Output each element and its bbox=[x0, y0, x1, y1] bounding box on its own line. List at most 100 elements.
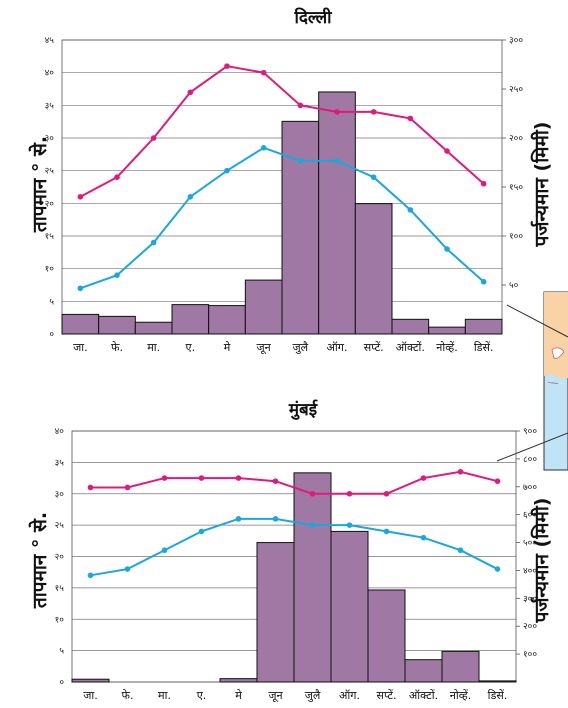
y-axis-label-right: पर्जन्यमान (मिमी) bbox=[530, 498, 553, 624]
y-tick-label-right: १०० bbox=[509, 232, 523, 242]
rainfall-bar bbox=[256, 542, 295, 683]
rainfall-bar bbox=[441, 650, 480, 683]
rainfall-bar bbox=[404, 659, 443, 683]
y-tick-label-right: ५० bbox=[509, 281, 519, 291]
delhi-chart: दिल्ली तापमान ° से. पर्जन्यमान (मिमी) ० ५… bbox=[28, 7, 553, 355]
min-temperature-point bbox=[494, 566, 501, 572]
min-temperature-point bbox=[272, 516, 279, 522]
x-category-label: सप्टें. bbox=[377, 689, 397, 702]
y-tick-label-left: १५ bbox=[45, 232, 55, 242]
min-temperature-point bbox=[161, 547, 168, 554]
min-temperature-point bbox=[383, 528, 390, 535]
rainfall-bar bbox=[219, 678, 258, 683]
x-category-label: ऑग. bbox=[339, 689, 360, 702]
y-tick-label-right: ५०० bbox=[523, 539, 537, 549]
y-tick-label-left: २५ bbox=[45, 167, 55, 177]
y-tick-label-right: ४०० bbox=[523, 566, 537, 576]
min-temperature-point bbox=[297, 158, 304, 164]
rainfall-bar bbox=[134, 321, 173, 335]
x-category-label: जुलै bbox=[293, 341, 309, 354]
rainfall-bar bbox=[244, 279, 283, 335]
x-category-label: मा. bbox=[147, 341, 160, 354]
y-tick-label-right: २५० bbox=[509, 85, 523, 95]
chart-title: दिल्ली bbox=[293, 7, 332, 28]
y-tick-label-left: ५ bbox=[59, 647, 64, 657]
min-temperature-point bbox=[224, 167, 230, 174]
min-temperature-point bbox=[187, 194, 194, 200]
y-tick-label-left: ४५ bbox=[45, 36, 55, 46]
max-temperature-point bbox=[198, 475, 205, 481]
y-tick-label-right: ९०० bbox=[523, 427, 537, 437]
y-tick-label-left: ३० bbox=[45, 134, 55, 144]
y-tick-label-left: ० bbox=[59, 678, 64, 688]
y-tick-label-left: १० bbox=[55, 615, 65, 625]
max-temperature-point bbox=[272, 478, 279, 485]
x-category-label: डिसें. bbox=[488, 689, 508, 702]
rainfall-bar bbox=[354, 203, 393, 335]
min-temperature-point bbox=[124, 566, 131, 572]
x-category-label: मे bbox=[235, 689, 242, 702]
y-tick-label-left: ५ bbox=[49, 297, 54, 307]
min-temperature-point bbox=[77, 285, 84, 292]
min-temperature-point bbox=[150, 239, 157, 246]
min-temperature-point bbox=[407, 207, 414, 213]
x-category-label: फे. bbox=[111, 341, 123, 354]
max-temperature-point bbox=[114, 174, 120, 180]
max-temperature-point bbox=[224, 63, 230, 69]
min-temperature-point bbox=[87, 572, 94, 579]
min-temperature-point bbox=[444, 246, 450, 252]
rainfall-bar bbox=[478, 680, 517, 683]
x-category-label: जुलै bbox=[305, 689, 321, 702]
min-temperature-point bbox=[198, 528, 205, 535]
rainfall-bar bbox=[318, 91, 356, 335]
y-tick-label-right: १०० bbox=[523, 650, 537, 660]
max-temperature-point bbox=[444, 148, 450, 154]
max-temperature-point bbox=[161, 475, 168, 481]
min-temperature-point bbox=[370, 174, 377, 180]
min-temperature-point bbox=[309, 522, 316, 528]
max-temperature-point bbox=[260, 69, 267, 76]
mumbai-chart: मुंबई तापमान ° से. पर्जन्यमान (मिमी) ० ५ १… bbox=[28, 399, 553, 703]
y-tick-label-left: १५ bbox=[55, 584, 65, 594]
rainfall-bar bbox=[428, 326, 466, 335]
leader-lines bbox=[496, 304, 568, 462]
rainfall-bar bbox=[281, 120, 320, 335]
x-category-label: जा. bbox=[83, 689, 98, 702]
min-temperature-point bbox=[457, 547, 464, 554]
x-category-label: ऑक्टों. bbox=[396, 341, 425, 354]
rainfall-bar bbox=[208, 305, 246, 335]
y-tick-label-right: ६०० bbox=[523, 511, 537, 521]
min-temperature-point bbox=[334, 158, 340, 164]
y-tick-label-right: ३०० bbox=[509, 36, 523, 46]
rainfall-bar bbox=[98, 315, 136, 335]
max-temperature-point bbox=[297, 102, 304, 109]
max-temperature-point bbox=[420, 475, 427, 481]
min-temperature-point bbox=[420, 534, 427, 541]
rainfall-bar bbox=[367, 589, 406, 683]
y-tick-label-right: ८०० bbox=[523, 455, 537, 465]
y-axis-label-right: पर्जन्यमान (मिमी) bbox=[530, 122, 553, 248]
max-temperature-point bbox=[494, 478, 501, 485]
y-tick-label-left: २५ bbox=[55, 521, 65, 531]
y-tick-label-right: ३०० bbox=[523, 594, 537, 604]
max-temperature-point bbox=[334, 109, 340, 115]
x-category-label: नोव्हें. bbox=[450, 689, 471, 702]
max-temperature-point bbox=[383, 490, 390, 497]
chart-title: मुंबई bbox=[288, 399, 318, 420]
y-tick-label-left: २० bbox=[45, 199, 55, 209]
x-category-label: मा. bbox=[158, 689, 171, 702]
y-axis-label-left: तापमान ° से. bbox=[28, 136, 51, 233]
max-temperature-line bbox=[90, 470, 498, 495]
rainfall-bar bbox=[171, 304, 210, 335]
min-temperature-point bbox=[346, 522, 353, 528]
rainfall-bar bbox=[71, 678, 110, 683]
max-temperature-point bbox=[77, 194, 84, 200]
x-category-label: डिसें. bbox=[474, 341, 494, 354]
x-category-label: ऑग. bbox=[327, 341, 348, 354]
x-category-label: ऑक्टों. bbox=[409, 689, 438, 702]
max-temperature-point bbox=[124, 484, 131, 491]
x-category-label: सप्टें. bbox=[364, 341, 384, 354]
max-temperature-point bbox=[235, 475, 242, 481]
y-tick-label-right: २०० bbox=[523, 622, 537, 632]
